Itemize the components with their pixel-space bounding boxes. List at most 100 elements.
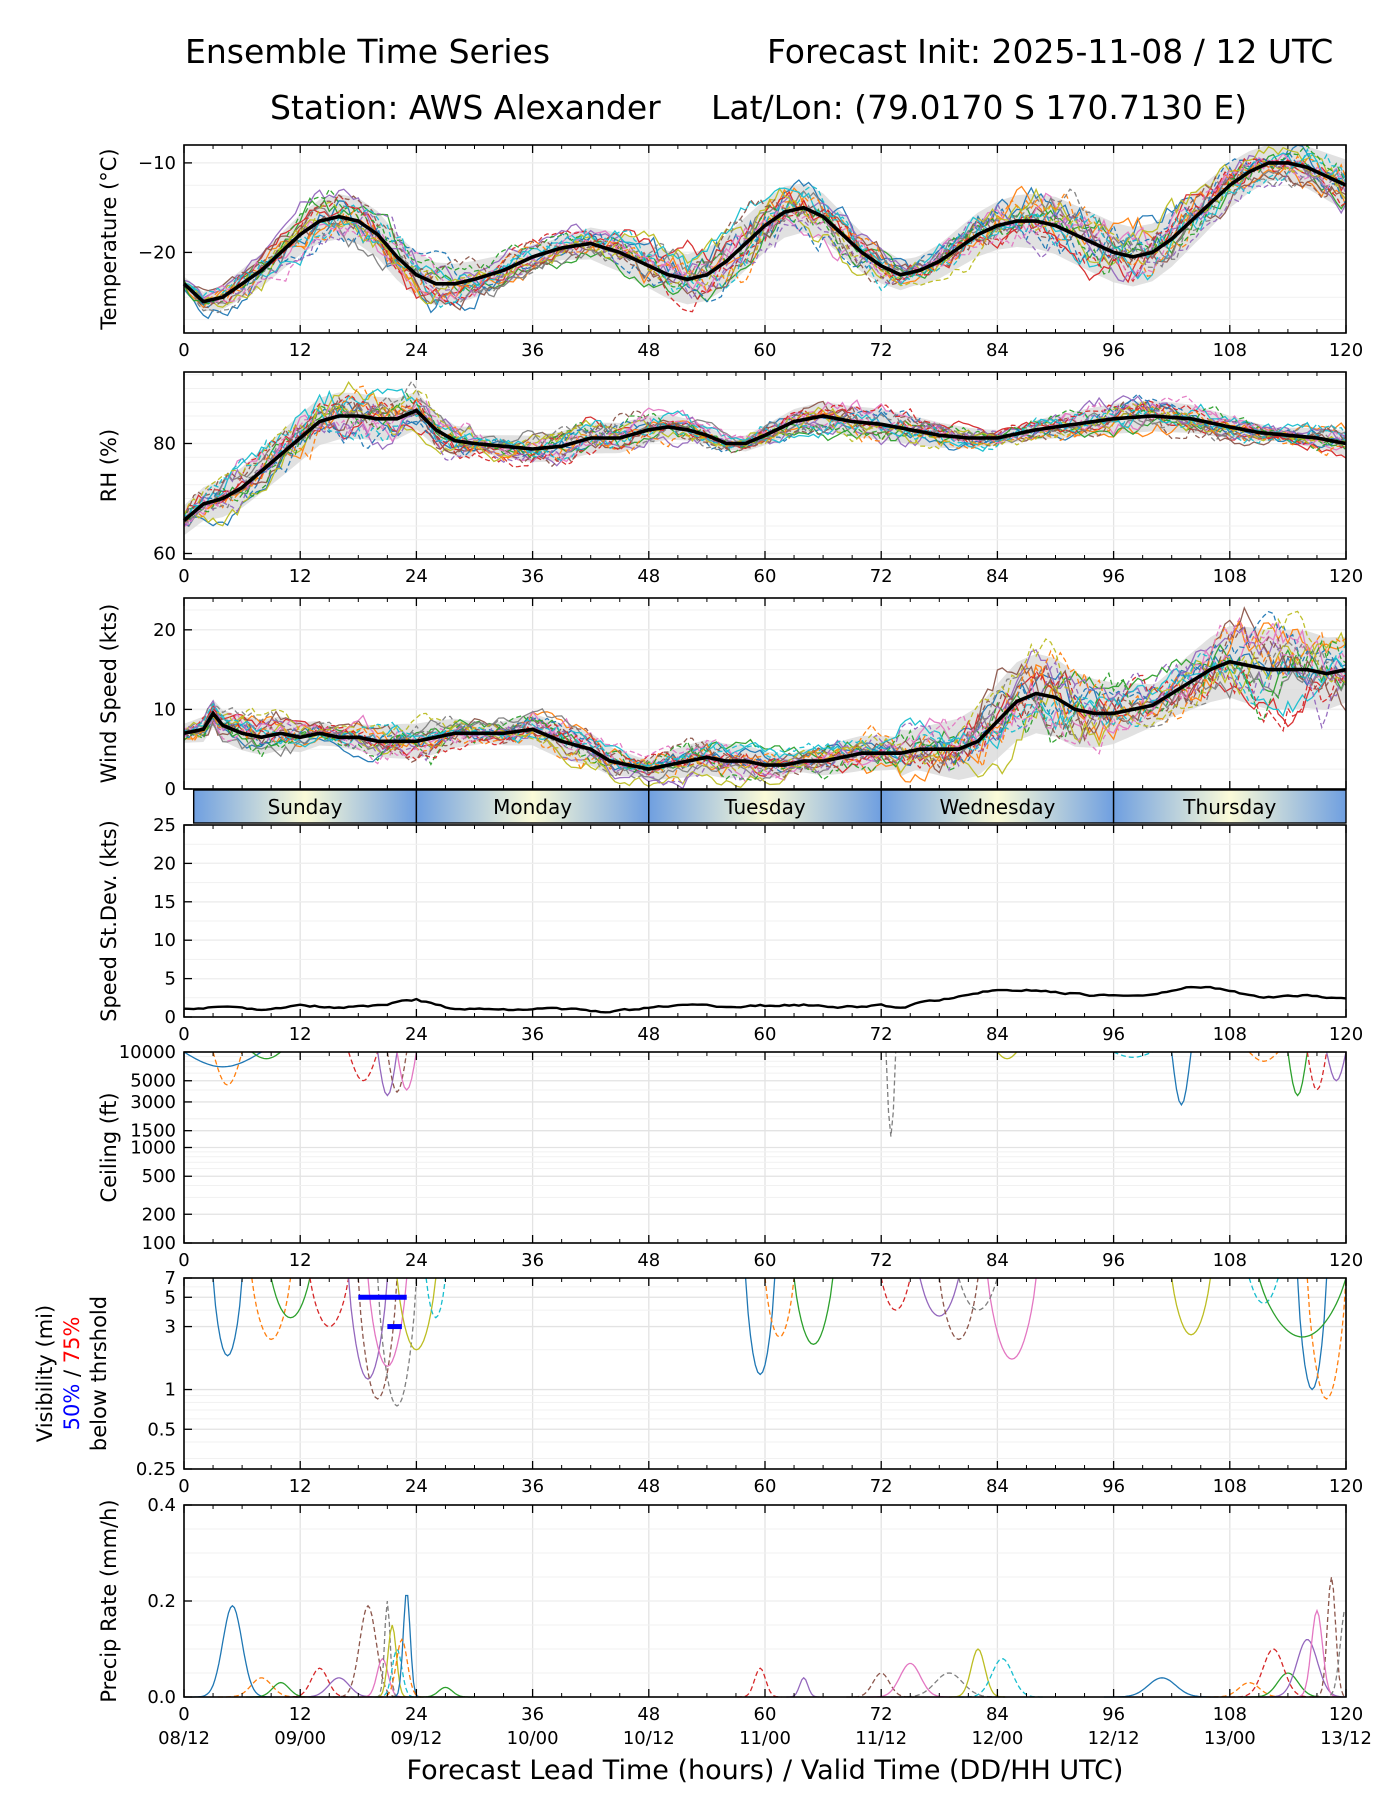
x-tick-label: 24 — [405, 1024, 428, 1045]
x-tick-label: 12 — [289, 1476, 312, 1497]
visibility-member-line — [377, 1277, 418, 1407]
x-valid-time-label: 10/00 — [507, 1728, 559, 1749]
x-tick-label: 72 — [870, 340, 893, 361]
x-tick-label: 84 — [986, 1704, 1009, 1725]
x-tick-label: 108 — [1213, 1476, 1247, 1497]
day-band-cell — [415, 789, 650, 824]
x-tick-label: 48 — [637, 340, 660, 361]
visibility-member-line — [396, 1277, 437, 1351]
y-tick-label: 80 — [153, 434, 176, 455]
x-tick-label: 36 — [521, 566, 544, 587]
ensemble-member-line — [183, 395, 1347, 528]
visibility-member-line — [1306, 1277, 1347, 1400]
ensemble-member-line — [183, 394, 1347, 523]
y-axis-label-part: / — [60, 1363, 84, 1383]
visibility-member-line — [919, 1277, 960, 1317]
y-tick-label: 1 — [165, 1380, 176, 1401]
day-band-cell — [1112, 789, 1347, 824]
ensemble-member-line — [183, 639, 1347, 781]
x-valid-time-label: 10/12 — [623, 1728, 675, 1749]
x-tick-label: 108 — [1213, 1704, 1247, 1725]
x-tick-label: 60 — [754, 1476, 777, 1497]
y-tick-label: 25 — [153, 815, 176, 836]
ensemble-member-line — [183, 164, 1347, 309]
y-tick-label: 0 — [165, 779, 176, 800]
x-tick-label: 72 — [870, 1250, 893, 1271]
visibility-member-line — [357, 1277, 398, 1400]
y-axis-label-part: 50% — [60, 1384, 84, 1431]
precip-member-line — [333, 1604, 403, 1698]
panel-ceiling — [183, 1051, 1347, 1244]
ceiling-member-line — [377, 1051, 398, 1097]
y-tick-label: 20 — [153, 620, 176, 641]
precip-member-line — [378, 1638, 426, 1698]
panel-wind_speed — [183, 598, 1347, 790]
visibility-member-line — [425, 1277, 447, 1319]
day-label-wednesday: Wednesday — [940, 795, 1056, 819]
ensemble-member-line — [183, 618, 1347, 783]
stdev-line — [183, 985, 1347, 1014]
y-tick-label: 1000 — [130, 1138, 176, 1159]
y-tick-label: 0 — [165, 1007, 176, 1028]
precip-member-line — [786, 1676, 820, 1698]
y-tick-label: −10 — [138, 153, 176, 174]
x-valid-time-label: 11/00 — [739, 1728, 791, 1749]
precip-member-line — [866, 1662, 952, 1698]
x-tick-label: 72 — [870, 1024, 893, 1045]
visibility-member-line — [958, 1277, 999, 1311]
x-tick-label: 120 — [1329, 1704, 1363, 1725]
ceiling-member-line — [386, 1051, 408, 1094]
visibility-member-line — [251, 1277, 292, 1341]
day-band-cell — [648, 789, 882, 824]
visibility-member-line — [1258, 1277, 1347, 1338]
y-axis-label: Speed St.Dev. (kts) — [97, 820, 121, 1022]
precip-member-line — [246, 1681, 316, 1698]
y-tick-label: 60 — [153, 544, 176, 565]
x-valid-time-label: 08/12 — [158, 1728, 210, 1749]
x-valid-time-label: 12/00 — [971, 1728, 1023, 1749]
ensemble-member-line — [183, 610, 1347, 775]
precip-member-line — [374, 1624, 410, 1698]
ensemble-member-line — [183, 152, 1347, 303]
visibility-member-line — [938, 1277, 979, 1341]
y-tick-label: 10000 — [119, 1042, 176, 1063]
y-tick-label: 5000 — [130, 1071, 176, 1092]
x-tick-label: 48 — [637, 1024, 660, 1045]
y-tick-label: 10 — [153, 699, 176, 720]
chart-title-right: Forecast Init: 2025-11-08 / 12 UTC — [767, 32, 1334, 71]
x-tick-label: 120 — [1329, 566, 1363, 587]
visibility-member-line — [309, 1277, 350, 1328]
x-tick-label: 84 — [986, 566, 1009, 587]
x-valid-time-label: 09/12 — [390, 1728, 442, 1749]
x-valid-time-label: 11/12 — [855, 1728, 907, 1749]
x-tick-label: 96 — [1102, 1250, 1125, 1271]
panel-visibility — [183, 1277, 1347, 1470]
y-axis-label: Precip Rate (mm/h) — [97, 1499, 121, 1702]
precip-member-line — [949, 1648, 1006, 1698]
x-tick-label: 48 — [637, 1704, 660, 1725]
x-tick-label: 0 — [178, 1250, 189, 1271]
y-axis-label: Temperature (°C) — [97, 148, 121, 330]
x-tick-label: 96 — [1102, 566, 1125, 587]
ensemble-member-line — [183, 660, 1347, 782]
ceiling-member-line — [1248, 1051, 1279, 1062]
ensemble-member-line — [183, 149, 1347, 308]
x-valid-time-label: 12/12 — [1088, 1728, 1140, 1749]
visibility-member-line — [793, 1277, 834, 1345]
precip-member-line — [736, 1667, 782, 1698]
x-tick-label: 12 — [289, 566, 312, 587]
ceiling-member-line — [251, 1051, 282, 1060]
y-axis-label: Wind Speed (kts) — [97, 604, 121, 784]
day-label-monday: Monday — [493, 795, 572, 819]
x-tick-label: 36 — [521, 340, 544, 361]
x-tick-label: 60 — [754, 1250, 777, 1271]
x-tick-label: 60 — [754, 566, 777, 587]
y-tick-label: 10 — [153, 930, 176, 951]
visibility-member-line — [880, 1277, 911, 1311]
y-tick-label: 3000 — [130, 1092, 176, 1113]
precip-member-line — [1293, 1608, 1339, 1698]
x-tick-label: 36 — [521, 1024, 544, 1045]
x-tick-label: 96 — [1102, 1476, 1125, 1497]
ensemble-member-line — [183, 398, 1347, 528]
precip-member-line — [846, 1672, 915, 1698]
